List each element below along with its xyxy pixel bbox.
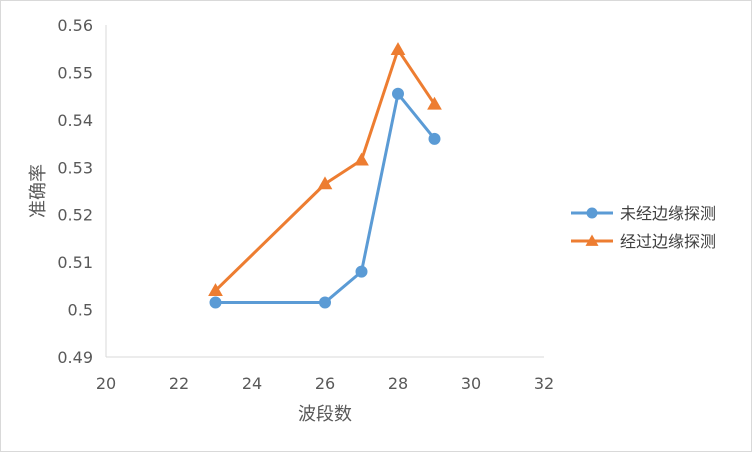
series-line [214, 48, 436, 292]
y-tick-labels: 0.49 0.5 0.51 0.52 0.53 0.54 0.55 0.56 [57, 16, 93, 367]
data-point [209, 296, 222, 309]
data-point [428, 132, 441, 145]
y-axis-title: 准确率 [28, 164, 49, 218]
axes [105, 25, 544, 358]
x-axis-title: 波段数 [298, 404, 352, 425]
x-tick-label: 26 [315, 374, 335, 393]
data-point [427, 96, 442, 110]
data-point [390, 42, 406, 56]
data-point [392, 87, 404, 100]
x-tick-label: 22 [169, 374, 189, 393]
legend-item: 经过边缘探测 [571, 232, 716, 251]
y-tick-label: 0.5 [68, 301, 93, 320]
series-layer [208, 42, 442, 309]
legend-label: 未经边缘探测 [620, 204, 716, 223]
y-tick-label: 0.49 [57, 348, 93, 367]
x-tick-label: 20 [96, 374, 116, 393]
legend-label: 经过边缘探测 [620, 232, 716, 251]
legend-marker [585, 234, 599, 246]
x-tick-label: 24 [242, 374, 262, 393]
y-tick-label: 0.54 [57, 111, 93, 130]
series-1 [208, 42, 442, 296]
data-point [317, 176, 333, 190]
y-tick-label: 0.53 [57, 158, 93, 177]
data-point [208, 283, 223, 296]
series-line [215, 92, 436, 304]
data-point [355, 265, 368, 278]
y-tick-label: 0.56 [57, 16, 93, 35]
y-tick-label: 0.51 [57, 253, 93, 272]
legend-marker [586, 207, 598, 219]
data-point [319, 296, 331, 309]
x-tick-labels: 20 22 24 26 28 30 32 [96, 374, 554, 393]
y-tick-label: 0.52 [57, 206, 93, 225]
x-tick-label: 32 [534, 374, 554, 393]
legend-item: 未经边缘探测 [571, 204, 716, 223]
x-tick-label: 28 [388, 374, 408, 393]
x-tick-label: 30 [461, 374, 481, 393]
data-point [354, 152, 369, 166]
y-tick-label: 0.55 [57, 63, 93, 82]
series-0 [209, 87, 441, 309]
